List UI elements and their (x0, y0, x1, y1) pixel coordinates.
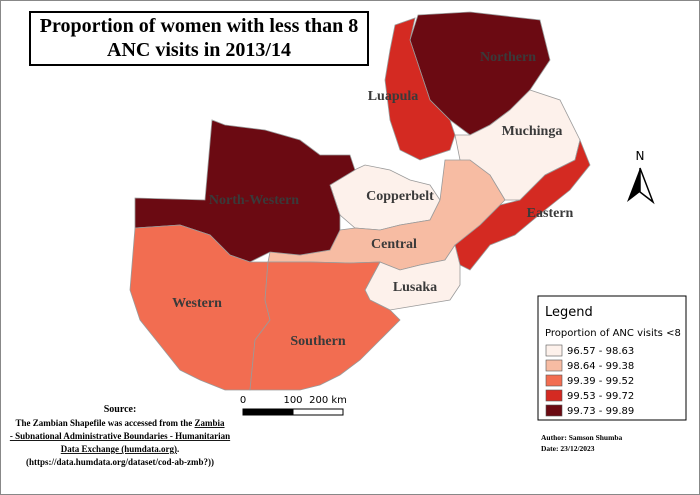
legend-label: 99.73 - 99.89 (567, 406, 634, 417)
legend-swatch (545, 404, 563, 417)
legend-title: Legend (545, 305, 593, 320)
legend-label: 96.57 - 98.63 (567, 346, 634, 357)
region-label: Northern (480, 50, 536, 65)
legend-subtitle: Proportion of ANC visits <8 (545, 328, 681, 339)
scale-label: 200 km (309, 395, 347, 406)
region-label: Muchinga (502, 124, 563, 139)
legend-swatch (545, 344, 563, 357)
region-label: Lusaka (393, 280, 437, 295)
regions (129, 11, 591, 391)
source-text: - Subnational Administrative Boundaries … (10, 431, 230, 441)
date: Date: 23/12/2023 (541, 444, 595, 453)
north-label: N (636, 149, 645, 163)
author: Author: Samson Shumba (541, 433, 623, 442)
legend-swatch (545, 389, 563, 402)
source-text: (https://data.humdata.org/dataset/cod-ab… (26, 457, 214, 467)
legend-box (537, 295, 687, 421)
legend-swatch (545, 359, 563, 372)
region-label: Copperbelt (366, 189, 434, 204)
legend-label: 99.39 - 99.52 (567, 376, 634, 387)
source: The Zambian Shapefile was accessed from … (10, 418, 230, 467)
source-text: The Zambian Shapefile was accessed from … (15, 418, 194, 428)
source-text: . (177, 444, 179, 454)
scale-label: 100 (283, 395, 302, 406)
region-labels: Northern Luapula Muchinga Eastern Copperbelt… (172, 50, 573, 349)
region (249, 261, 401, 391)
region-label: North-Western (209, 193, 299, 208)
region-label: Western (172, 296, 222, 311)
source-line: The Zambian Shapefile was accessed from … (15, 418, 225, 428)
legend-swatch (545, 374, 563, 387)
source-line: Data Exchange (humdata.org). (61, 444, 180, 454)
region-label: Southern (290, 334, 345, 349)
scale-label: 0 (240, 395, 246, 406)
legend-label: 98.64 - 99.38 (567, 361, 634, 372)
source-heading: Source: (104, 404, 137, 415)
source-text: Zambia (195, 418, 226, 428)
title: Proportion of women with less than 8 (40, 15, 359, 37)
source-text: Data Exchange (humdata.org) (61, 444, 177, 454)
legend-classes: 96.57 - 98.63 98.64 - 99.38 99.39 - 99.52 9… (545, 344, 634, 417)
title: ANC visits in 2013/14 (107, 39, 291, 61)
region-label: Central (371, 237, 417, 252)
source-line: (https://data.humdata.org/dataset/cod-ab… (26, 457, 214, 467)
region (384, 17, 456, 161)
region-label: Luapula (368, 89, 419, 104)
title-box (29, 11, 369, 66)
legend-label: 99.53 - 99.72 (567, 391, 634, 402)
source-line: - Subnational Administrative Boundaries … (10, 431, 230, 441)
scale-bar: 0 100 200 km (240, 395, 347, 416)
north-arrow: N (627, 149, 655, 205)
region-label: Eastern (527, 206, 574, 221)
